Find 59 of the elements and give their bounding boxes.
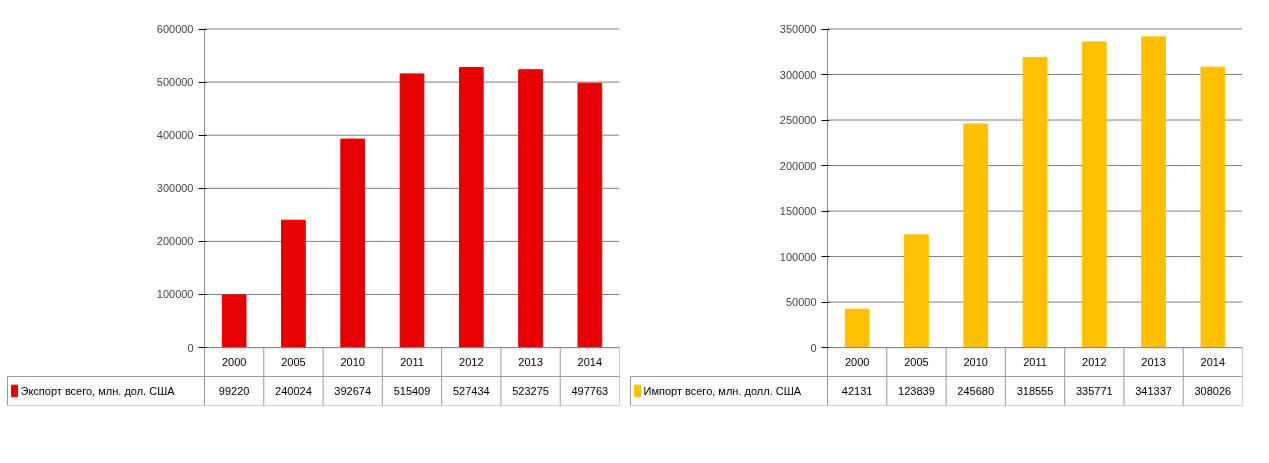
data-label: 99220	[218, 385, 250, 398]
bar	[458, 67, 484, 349]
y-tick-label: 50000	[785, 296, 817, 309]
y-tick-label: 350000	[779, 23, 817, 36]
y-tick-label: 0	[810, 341, 817, 354]
x-tick-label: 2013	[518, 356, 543, 369]
y-tick-label: 100000	[156, 288, 194, 301]
bar	[340, 138, 366, 349]
data-label: 392674	[334, 385, 372, 398]
y-tick-label: 200000	[156, 235, 194, 248]
y-tick-label: 250000	[779, 114, 817, 127]
bar	[281, 219, 306, 349]
bar	[221, 294, 247, 349]
bar	[1081, 41, 1107, 349]
y-tick-label: 0	[187, 341, 194, 354]
x-tick-label: 2000	[844, 356, 870, 369]
x-tick-label: 2000	[221, 356, 247, 369]
data-label: 245680	[957, 385, 995, 398]
legend-label: Экспорт всего, млн. дол. США	[20, 385, 176, 398]
y-tick-label: 300000	[779, 68, 817, 81]
x-tick-label: 2005	[904, 356, 929, 369]
data-label: 240024	[275, 385, 312, 398]
x-tick-label: 2012	[459, 356, 484, 369]
data-label: 523275	[512, 385, 549, 398]
x-tick-label: 2011	[1023, 356, 1047, 369]
bar	[518, 69, 543, 349]
x-tick-label: 2011	[400, 356, 424, 369]
bar	[1200, 66, 1226, 349]
y-tick-label: 150000	[779, 205, 817, 218]
data-label: 515409	[393, 385, 431, 398]
data-label: 341337	[1135, 385, 1172, 398]
bar	[577, 82, 603, 349]
x-tick-label: 2010	[963, 356, 988, 369]
bar	[963, 123, 989, 349]
y-tick-label: 200000	[779, 159, 817, 172]
bar	[1141, 36, 1166, 349]
data-label: 308026	[1194, 385, 1232, 398]
x-tick-label: 2013	[1141, 356, 1166, 369]
data-label: 123839	[898, 385, 935, 398]
x-tick-label: 2014	[1200, 356, 1226, 369]
data-label: 318555	[1016, 385, 1054, 398]
legend-label: Импорт всего, млн. долл. США	[643, 385, 802, 398]
x-tick-label: 2010	[340, 356, 365, 369]
x-tick-label: 2012	[1082, 356, 1107, 369]
bar	[904, 234, 929, 349]
x-tick-label: 2014	[577, 356, 603, 369]
data-label: 527434	[452, 385, 490, 398]
data-label: 335771	[1075, 385, 1113, 398]
y-tick-label: 300000	[156, 182, 194, 195]
x-tick-label: 2005	[281, 356, 306, 369]
data-label: 42131	[841, 385, 873, 398]
data-label: 497763	[571, 385, 609, 398]
y-tick-label: 100000	[779, 250, 817, 263]
y-tick-label: 400000	[156, 129, 194, 142]
y-tick-label: 500000	[156, 76, 194, 89]
bar	[1022, 57, 1048, 349]
bar	[399, 73, 425, 349]
y-tick-label: 600000	[156, 23, 194, 36]
bar	[844, 308, 870, 349]
